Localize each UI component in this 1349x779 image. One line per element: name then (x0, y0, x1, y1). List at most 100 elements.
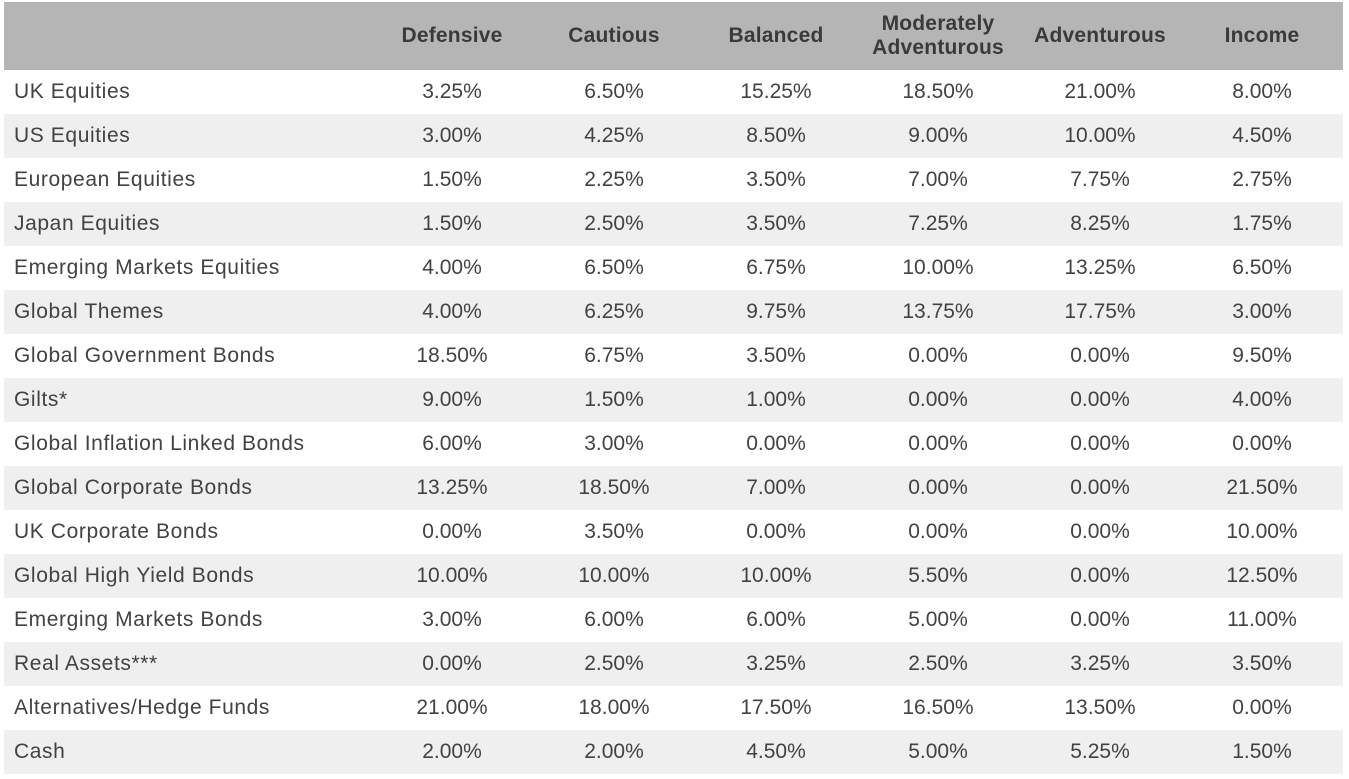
column-header-moderately-adventurous: Moderately Adventurous (872, 12, 1004, 59)
value-cell: 5.00% (908, 608, 968, 631)
value-cell: 8.25% (1070, 212, 1130, 235)
table-row: Gilts* 9.00% 1.50% 1.00% 0.00% 0.00% 4.00% (4, 378, 1343, 422)
value-cell: 3.50% (746, 344, 806, 367)
value-cell: 3.00% (422, 608, 482, 631)
value-cell: 2.00% (422, 740, 482, 763)
value-cell: 4.50% (746, 740, 806, 763)
value-cell: 5.00% (908, 740, 968, 763)
value-cell: 1.50% (422, 212, 482, 235)
value-cell: 10.00% (740, 564, 812, 587)
value-cell: 0.00% (908, 476, 968, 499)
column-header-balanced: Balanced (728, 24, 824, 47)
value-cell: 0.00% (908, 344, 968, 367)
value-cell: 2.00% (584, 740, 644, 763)
value-cell: 0.00% (1070, 564, 1130, 587)
value-cell: 4.25% (584, 124, 644, 147)
row-label: Japan Equities (14, 212, 161, 235)
row-label: Global Inflation Linked Bonds (14, 432, 305, 455)
value-cell: 3.00% (584, 432, 644, 455)
value-cell: 18.00% (578, 696, 650, 719)
table-row: Cash 2.00% 2.00% 4.50% 5.00% 5.25% 1.50% (4, 730, 1343, 774)
value-cell: 0.00% (908, 388, 968, 411)
value-cell: 21.00% (1064, 80, 1136, 103)
table-row: Global Inflation Linked Bonds 6.00% 3.00% 0… (4, 422, 1343, 466)
value-cell: 0.00% (422, 520, 482, 543)
value-cell: 8.50% (746, 124, 806, 147)
value-cell: 9.50% (1232, 344, 1292, 367)
value-cell: 10.00% (1226, 520, 1298, 543)
table-row: Global Themes 4.00% 6.25% 9.75% 13.75% 17.75%… (4, 290, 1343, 334)
row-label: UK Equities (14, 80, 131, 103)
value-cell: 1.50% (1232, 740, 1292, 763)
value-cell: 0.00% (1232, 432, 1292, 455)
row-label: Global Government Bonds (14, 344, 276, 367)
value-cell: 4.00% (422, 256, 482, 279)
value-cell: 13.25% (1064, 256, 1136, 279)
value-cell: 3.50% (746, 212, 806, 235)
value-cell: 16.50% (902, 696, 974, 719)
value-cell: 9.75% (746, 300, 806, 323)
value-cell: 8.00% (1232, 80, 1292, 103)
value-cell: 11.00% (1227, 608, 1297, 631)
value-cell: 18.50% (416, 344, 488, 367)
value-cell: 10.00% (1064, 124, 1136, 147)
value-cell: 0.00% (1070, 608, 1130, 631)
table-row: Japan Equities 1.50% 2.50% 3.50% 7.25% 8.25% 1… (4, 202, 1343, 246)
column-header-defensive: Defensive (401, 24, 503, 47)
table-row: UK Corporate Bonds 0.00% 3.50% 0.00% 0.00% 0.… (4, 510, 1343, 554)
row-label: European Equities (14, 168, 196, 191)
table-row: US Equities 3.00% 4.25% 8.50% 9.00% 10.00% 4.5… (4, 114, 1343, 158)
value-cell: 3.50% (746, 168, 806, 191)
value-cell: 2.50% (584, 212, 644, 235)
value-cell: 0.00% (746, 520, 806, 543)
value-cell: 7.00% (746, 476, 806, 499)
value-cell: 6.00% (584, 608, 644, 631)
value-cell: 10.00% (578, 564, 650, 587)
value-cell: 5.50% (908, 564, 968, 587)
row-label: Emerging Markets Bonds (14, 608, 263, 631)
table-row: UK Equities 3.25% 6.50% 15.25% 18.50% 21.00% 8… (4, 70, 1343, 114)
value-cell: 6.75% (584, 344, 644, 367)
value-cell: 10.00% (902, 256, 974, 279)
value-cell: 6.50% (584, 80, 644, 103)
table-row: Global Government Bonds 18.50% 6.75% 3.50% 0… (4, 334, 1343, 378)
value-cell: 0.00% (1070, 388, 1130, 411)
value-cell: 0.00% (746, 432, 806, 455)
value-cell: 7.00% (908, 168, 968, 191)
value-cell: 21.50% (1226, 476, 1298, 499)
value-cell: 3.50% (584, 520, 644, 543)
value-cell: 10.00% (416, 564, 488, 587)
value-cell: 0.00% (1070, 520, 1130, 543)
value-cell: 13.75% (902, 300, 974, 323)
value-cell: 18.50% (578, 476, 650, 499)
value-cell: 17.50% (740, 696, 812, 719)
value-cell: 2.75% (1232, 168, 1292, 191)
value-cell: 3.00% (422, 124, 482, 147)
table-row: Emerging Markets Equities 4.00% 6.50% 6.75%… (4, 246, 1343, 290)
value-cell: 1.50% (584, 388, 644, 411)
row-label: Real Assets*** (14, 652, 158, 675)
value-cell: 7.75% (1070, 168, 1130, 191)
value-cell: 12.50% (1226, 564, 1298, 587)
table-row: Real Assets*** 0.00% 2.50% 3.25% 2.50% 3.25% 3… (4, 642, 1343, 686)
table-row: Global Corporate Bonds 13.25% 18.50% 7.00% 0… (4, 466, 1343, 510)
column-header-adventurous: Adventurous (1034, 24, 1166, 47)
value-cell: 3.00% (1232, 300, 1292, 323)
value-cell: 0.00% (908, 520, 968, 543)
row-label: US Equities (14, 124, 131, 147)
value-cell: 15.25% (740, 80, 812, 103)
value-cell: 3.25% (422, 80, 482, 103)
row-label: Global Corporate Bonds (14, 476, 253, 499)
table-body: UK Equities 3.25% 6.50% 15.25% 18.50% 21.00% 8… (4, 70, 1343, 774)
value-cell: 1.50% (422, 168, 482, 191)
table-row: Alternatives/Hedge Funds 21.00% 18.00% 17.5… (4, 686, 1343, 730)
value-cell: 18.50% (902, 80, 974, 103)
value-cell: 7.25% (908, 212, 968, 235)
value-cell: 21.00% (416, 696, 488, 719)
table-row: European Equities 1.50% 2.25% 3.50% 7.00% 7.7… (4, 158, 1343, 202)
column-header-income: Income (1224, 24, 1300, 47)
value-cell: 5.25% (1070, 740, 1130, 763)
value-cell: 13.50% (1064, 696, 1136, 719)
value-cell: 3.25% (746, 652, 806, 675)
value-cell: 2.50% (908, 652, 968, 675)
